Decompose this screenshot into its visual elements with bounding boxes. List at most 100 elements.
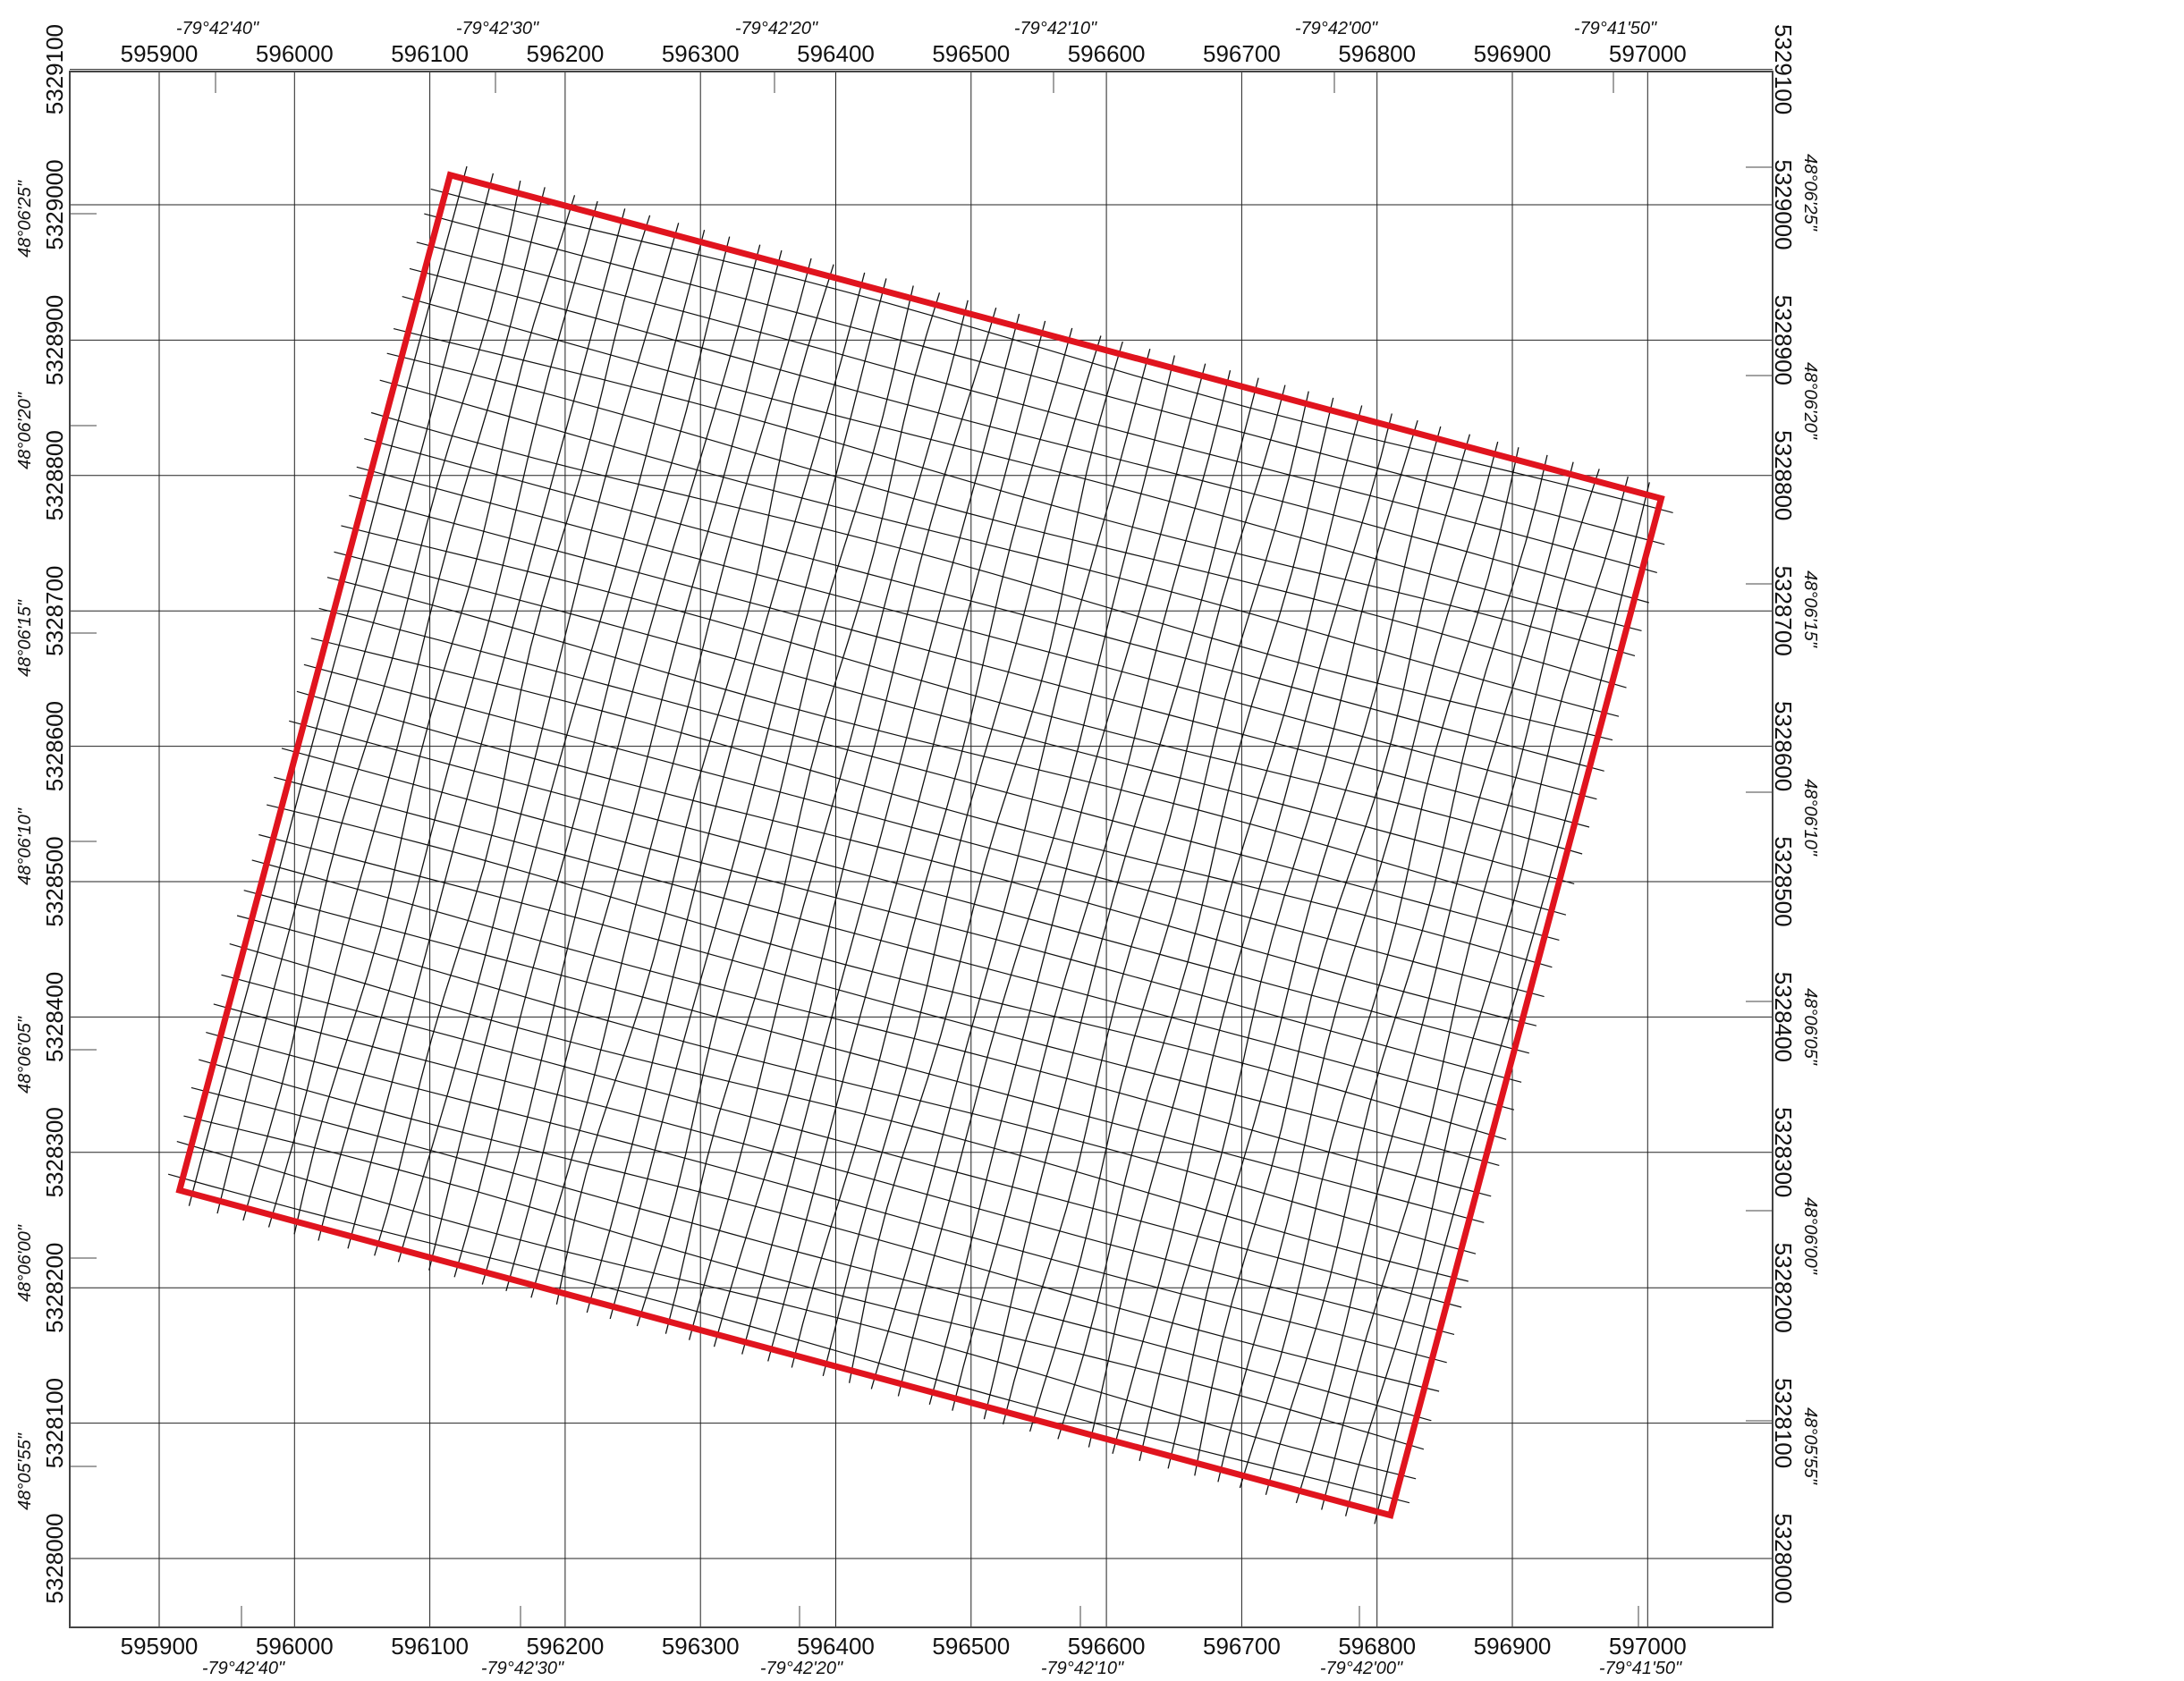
easting-label-top: 596000 [256, 40, 334, 67]
easting-label-top: 596700 [1203, 40, 1281, 67]
flight-line [1002, 384, 1286, 1425]
northing-label-right: 5328600 [1770, 701, 1797, 791]
northing-label-right: 5328900 [1770, 295, 1797, 385]
tie-line [386, 352, 1627, 688]
northing-label-right: 5328100 [1770, 1378, 1797, 1468]
tie-line [274, 776, 1515, 1111]
easting-label-bottom: 595900 [121, 1633, 199, 1660]
tie-line [393, 328, 1636, 656]
tie-line [326, 577, 1567, 916]
northing-label-left: 5328000 [41, 1513, 68, 1603]
easting-label-bottom: 596800 [1338, 1633, 1416, 1660]
flight-line [453, 236, 731, 1278]
flight-line [741, 313, 1020, 1355]
flight-line [481, 244, 761, 1285]
flight-line [1112, 413, 1393, 1454]
flight-line [688, 300, 969, 1340]
flight-line [530, 258, 812, 1298]
latitude-label-right: 48°06'05" [1800, 988, 1820, 1066]
easting-label-top: 596200 [527, 40, 605, 67]
tie-line [349, 494, 1590, 828]
tie-line [213, 1003, 1455, 1335]
tie-line [167, 1173, 1410, 1504]
longitude-label-top: -79°42'00" [1295, 19, 1378, 38]
flight-line [713, 308, 997, 1347]
tie-line [341, 525, 1583, 855]
northing-label-left: 5328400 [41, 972, 68, 1062]
latitude-label-left: 48°06'05" [15, 1016, 35, 1094]
northing-label-left: 5329000 [41, 159, 68, 249]
latitude-label-left: 48°06'10" [15, 807, 35, 885]
longitude-label-top: -79°42'40" [176, 19, 259, 38]
easting-label-top: 595900 [121, 40, 199, 67]
survey-boundary [175, 171, 1665, 1519]
tie-lines [167, 188, 1673, 1504]
longitude-label-bottom: -79°41'50" [1599, 1659, 1682, 1678]
northing-label-left: 5328800 [41, 430, 68, 520]
flight-line [216, 173, 495, 1214]
flight-line [1295, 461, 1574, 1504]
flight-line [1239, 447, 1519, 1489]
tie-line [356, 466, 1597, 800]
longitude-label-bottom: -79°42'40" [202, 1659, 285, 1678]
flight-lines [188, 165, 1650, 1525]
easting-label-top: 596900 [1474, 40, 1552, 67]
tie-line [379, 379, 1620, 717]
northing-label-right: 5329100 [1770, 24, 1797, 114]
flight-line [293, 195, 576, 1235]
tie-line [402, 296, 1642, 631]
tie-line [267, 804, 1507, 1140]
flight-line [267, 187, 546, 1228]
easting-label-bottom: 596400 [797, 1633, 875, 1660]
tie-line [243, 890, 1485, 1223]
flight-line [665, 292, 941, 1334]
easting-label-top: 596300 [662, 40, 740, 67]
tie-line [289, 720, 1529, 1054]
flight-line [897, 355, 1175, 1397]
longitude-label-top: -79°42'10" [1014, 19, 1097, 38]
flight-line [636, 285, 914, 1327]
northing-label-right: 5328800 [1770, 430, 1797, 520]
flight-line [848, 341, 1123, 1383]
tie-line [310, 638, 1553, 968]
longitude-label-top: -79°41'50" [1574, 19, 1657, 38]
flight-line [822, 335, 1102, 1377]
flight-line [1321, 469, 1600, 1510]
longitude-label-bottom: -79°42'30" [481, 1659, 564, 1678]
tie-line [258, 833, 1500, 1166]
flight-line [952, 370, 1232, 1411]
easting-label-top: 596600 [1068, 40, 1146, 67]
easting-label-top: 596800 [1338, 40, 1416, 67]
tie-line [229, 943, 1469, 1282]
flight-line [1344, 476, 1629, 1516]
northing-label-left: 5328900 [41, 295, 68, 385]
easting-label-bottom: 596200 [527, 1633, 605, 1660]
tie-line [190, 1086, 1432, 1422]
flight-line [1265, 454, 1548, 1495]
northing-label-left: 5328700 [41, 566, 68, 656]
easting-label-bottom: 596000 [256, 1633, 334, 1660]
longitude-label-bottom: -79°42'10" [1041, 1659, 1124, 1678]
flight-line [870, 349, 1151, 1390]
easting-label-top: 596500 [932, 40, 1010, 67]
flight-line [928, 363, 1206, 1405]
flight-line [1167, 426, 1442, 1469]
longitude-label-top: -79°42'20" [735, 19, 818, 38]
latitude-label-left: 48°05'55" [15, 1432, 35, 1510]
tie-line [424, 213, 1665, 545]
flight-line [1217, 441, 1499, 1482]
easting-label-bottom: 596700 [1203, 1633, 1281, 1660]
flight-line [428, 229, 706, 1271]
latitude-label-left: 48°06'15" [15, 599, 35, 677]
northing-label-right: 5328700 [1770, 566, 1797, 656]
flight-line [1088, 405, 1363, 1448]
latitude-label-right: 48°06'15" [1800, 570, 1820, 648]
latitude-label-right: 48°06'10" [1800, 779, 1820, 857]
latitude-label-left: 48°06'25" [15, 180, 35, 258]
flight-line [555, 264, 834, 1305]
axis-labels: 595900 595900 596000 596000 596100 596100 5962… [15, 19, 1820, 1678]
easting-label-bottom: 596900 [1474, 1633, 1552, 1660]
tie-line [296, 690, 1537, 1026]
flight-line [374, 215, 651, 1256]
